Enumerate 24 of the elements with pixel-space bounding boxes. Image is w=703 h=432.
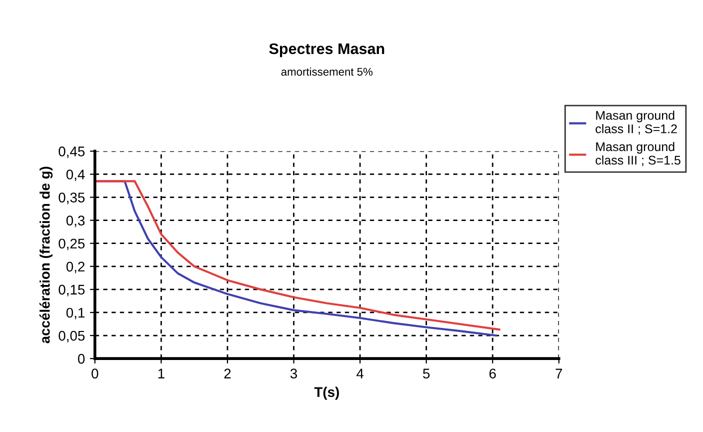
x-tick-label: 0 <box>92 368 98 378</box>
legend-label: Masan ground class II ; S=1.2 <box>596 110 677 135</box>
x-tick-label: 7 <box>556 368 562 378</box>
chart-subtitle: amortissement 5% <box>281 68 373 76</box>
y-tick-label: 0,3 <box>66 216 85 228</box>
y-tick-label: 0,4 <box>66 170 85 182</box>
y-tick-label: 0,35 <box>58 192 85 204</box>
chart-title: Spectres Masan <box>269 43 384 58</box>
x-axis-title: T(s) <box>314 386 339 400</box>
y-tick-label: 0,1 <box>66 308 85 320</box>
x-tick-label: 1 <box>158 368 164 378</box>
x-tick-label: 5 <box>423 368 430 378</box>
x-tick-label: 4 <box>356 368 364 378</box>
y-axis-title: accélération (fraction de g) <box>39 166 53 344</box>
legend-label: Masan ground class III ; S=1.5 <box>596 142 680 166</box>
x-tick-label: 6 <box>489 368 496 378</box>
y-tick-label: 0,25 <box>58 238 85 250</box>
y-tick-label: 0,05 <box>58 330 85 342</box>
x-tick-label: 3 <box>290 368 298 378</box>
y-tick-label: 0,45 <box>58 146 85 158</box>
x-tick-label: 2 <box>224 368 231 378</box>
y-tick-label: 0 <box>78 354 85 364</box>
y-tick-label: 0,15 <box>58 284 85 296</box>
y-tick-label: 0,2 <box>66 262 84 274</box>
